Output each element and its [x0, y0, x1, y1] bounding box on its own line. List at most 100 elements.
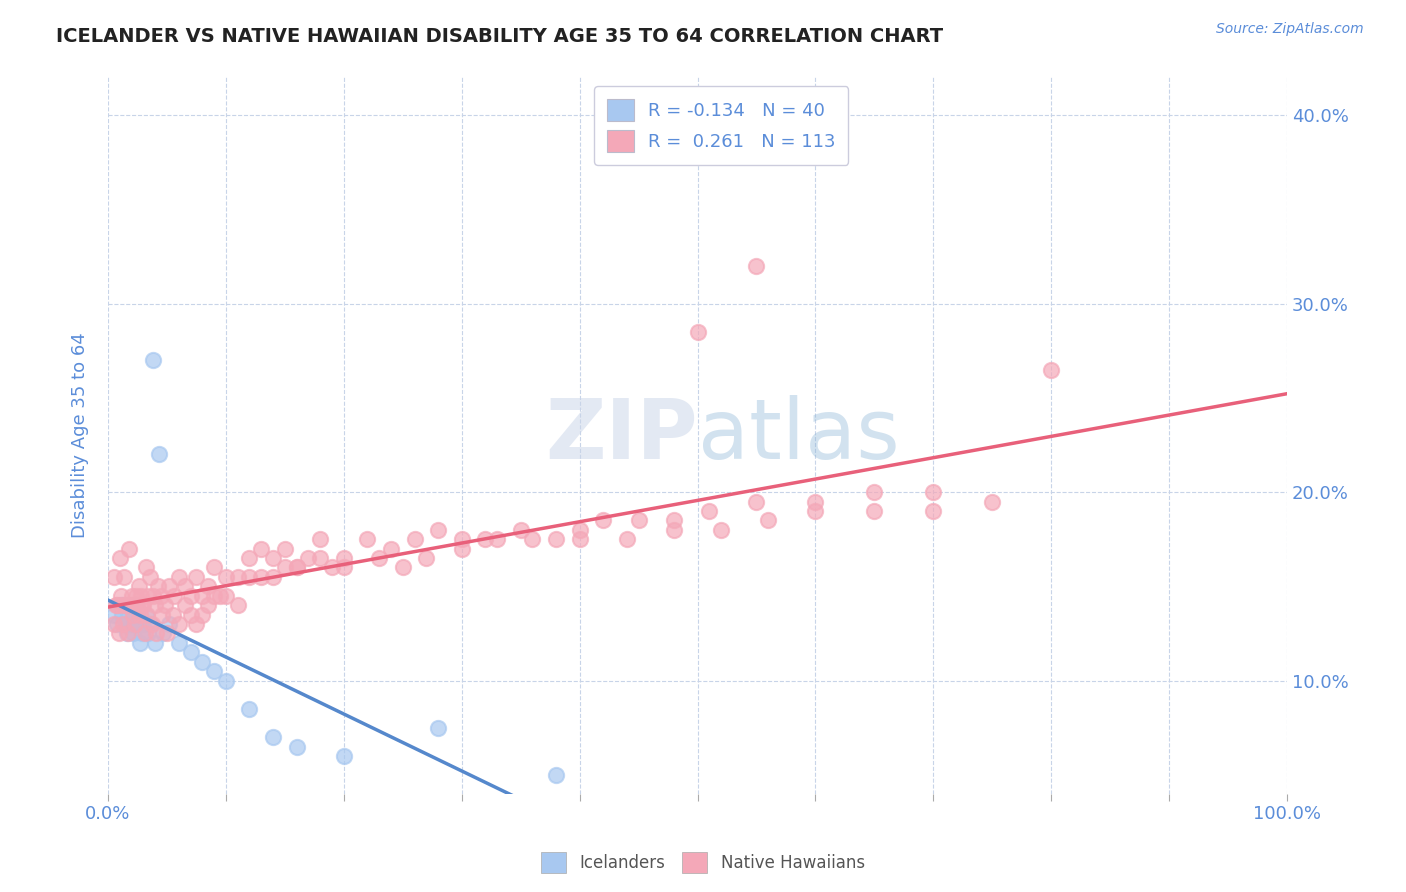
Point: [981, 494, 1004, 508]
Point: [110, 589, 132, 603]
Point: [197, 598, 219, 612]
Point: [415, 551, 437, 566]
Point: [115, 598, 138, 612]
Point: [285, 560, 308, 574]
Point: [180, 607, 202, 622]
Point: [922, 504, 945, 518]
Point: [127, 598, 149, 612]
Point: [145, 626, 167, 640]
Point: [191, 607, 214, 622]
Point: [262, 730, 284, 744]
Point: [568, 523, 591, 537]
Point: [167, 570, 190, 584]
Point: [274, 541, 297, 556]
Point: [152, 626, 174, 640]
Point: [108, 598, 131, 612]
Point: [157, 579, 180, 593]
Point: [226, 598, 249, 612]
Point: [121, 589, 143, 603]
Point: [150, 589, 173, 603]
Point: [333, 749, 356, 764]
Point: [142, 353, 165, 368]
Point: [309, 551, 332, 566]
Point: [148, 447, 170, 461]
Point: [202, 560, 225, 574]
Point: [710, 523, 733, 537]
Point: [108, 551, 131, 566]
Point: [114, 617, 136, 632]
Point: [745, 494, 768, 508]
Point: [662, 523, 685, 537]
Point: [146, 579, 169, 593]
Point: [143, 598, 166, 612]
Point: [132, 617, 155, 632]
Point: [321, 560, 343, 574]
Point: [136, 626, 159, 640]
Point: [686, 325, 709, 339]
Point: [186, 617, 208, 632]
Point: [129, 589, 152, 603]
Point: [143, 636, 166, 650]
Point: [262, 551, 284, 566]
Point: [107, 598, 129, 612]
Point: [427, 721, 450, 735]
Text: atlas: atlas: [697, 395, 900, 476]
Point: [404, 533, 426, 547]
Point: [450, 533, 472, 547]
Y-axis label: Disability Age 35 to 64: Disability Age 35 to 64: [72, 333, 89, 539]
Point: [215, 589, 238, 603]
Text: ICELANDER VS NATIVE HAWAIIAN DISABILITY AGE 35 TO 64 CORRELATION CHART: ICELANDER VS NATIVE HAWAIIAN DISABILITY …: [56, 27, 943, 45]
Point: [153, 598, 176, 612]
Point: [262, 570, 284, 584]
Point: [107, 617, 129, 632]
Point: [114, 598, 136, 612]
Point: [699, 504, 721, 518]
Point: [544, 533, 567, 547]
Point: [250, 570, 273, 584]
Point: [215, 570, 238, 584]
Point: [131, 626, 153, 640]
Point: [124, 617, 146, 632]
Point: [139, 617, 162, 632]
Point: [202, 589, 225, 603]
Point: [474, 533, 496, 547]
Point: [238, 702, 260, 716]
Point: [186, 570, 208, 584]
Point: [121, 607, 143, 622]
Text: Source: ZipAtlas.com: Source: ZipAtlas.com: [1216, 22, 1364, 37]
Point: [208, 589, 231, 603]
Point: [368, 551, 391, 566]
Point: [167, 636, 190, 650]
Point: [118, 617, 141, 632]
Point: [112, 598, 135, 612]
Point: [120, 598, 142, 612]
Point: [191, 589, 214, 603]
Legend: R = -0.134   N = 40, R =  0.261   N = 113: R = -0.134 N = 40, R = 0.261 N = 113: [593, 87, 848, 165]
Point: [486, 533, 509, 547]
Point: [297, 551, 319, 566]
Legend: Icelanders, Native Hawaiians: Icelanders, Native Hawaiians: [534, 846, 872, 880]
Point: [333, 560, 356, 574]
Point: [107, 626, 129, 640]
Point: [285, 560, 308, 574]
Point: [132, 598, 155, 612]
Point: [121, 626, 143, 640]
Point: [544, 768, 567, 782]
Point: [124, 617, 146, 632]
Point: [156, 626, 179, 640]
Point: [250, 541, 273, 556]
Point: [103, 617, 125, 632]
Point: [863, 504, 886, 518]
Point: [128, 617, 150, 632]
Point: [863, 485, 886, 500]
Point: [122, 607, 145, 622]
Text: ZIP: ZIP: [546, 395, 697, 476]
Point: [142, 589, 165, 603]
Point: [125, 589, 148, 603]
Point: [103, 607, 125, 622]
Point: [134, 626, 156, 640]
Point: [380, 541, 402, 556]
Point: [139, 570, 162, 584]
Point: [163, 589, 186, 603]
Point: [427, 523, 450, 537]
